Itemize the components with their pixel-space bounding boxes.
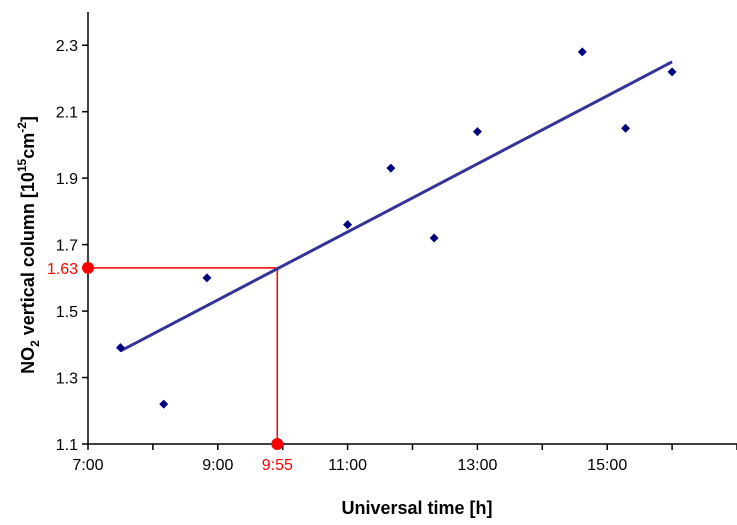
trendline	[119, 60, 673, 353]
data-point	[343, 220, 353, 230]
y-axis-title-exponent-1: 15	[15, 158, 29, 172]
x-tick-label: 9:00	[202, 457, 233, 474]
y-tick-label: 1.5	[56, 304, 78, 321]
data-point	[667, 67, 677, 77]
axes	[82, 12, 737, 450]
y-tick-labels: 1.1 1.3 1.5 1.7 1.9 2.1 2.3	[56, 38, 78, 454]
data-point	[202, 273, 212, 283]
annotation-y-label: 1.63	[47, 261, 78, 278]
y-tick-label: 1.1	[56, 437, 78, 454]
y-axis-title-subscript: 2	[28, 340, 42, 347]
annotation-x-marker	[271, 438, 284, 450]
y-axis-title: NO2 vertical column [1015cm-2]	[15, 116, 42, 374]
y-tick-label: 1.7	[56, 238, 78, 255]
y-tick-label: 1.9	[56, 171, 78, 188]
annotation-y-marker	[82, 261, 94, 274]
x-tick-label: 7:00	[72, 457, 103, 474]
annotation: 1.63 9:55	[47, 261, 293, 474]
y-axis-title-prefix: NO	[18, 347, 38, 374]
x-tick-label: 13:00	[457, 457, 497, 474]
x-tick-labels: 7:00 9:00 11:00 13:00 15:00	[72, 457, 627, 474]
x-tick-label: 11:00	[328, 457, 367, 474]
y-tick-label: 2.1	[56, 105, 78, 122]
y-axis-title-unit: cm	[18, 133, 38, 159]
data-point	[472, 127, 482, 137]
y-tick-label: 1.3	[56, 371, 78, 388]
y-tick-label: 2.3	[56, 38, 78, 55]
annotation-x-label: 9:55	[262, 457, 293, 474]
trendline-group	[119, 60, 673, 353]
data-point	[159, 399, 169, 409]
data-point	[429, 233, 439, 243]
x-tick-label: 15:00	[587, 457, 627, 474]
data-point	[115, 343, 125, 353]
data-point	[386, 163, 396, 173]
data-points	[115, 47, 677, 409]
data-point	[577, 47, 587, 57]
x-axis-title: Universal time [h]	[341, 498, 492, 518]
y-axis-title-middle: vertical column [10	[18, 172, 38, 340]
data-point	[621, 123, 631, 133]
y-axis-title-close: ]	[18, 116, 38, 122]
y-axis-title-exponent-2: -2	[15, 122, 29, 133]
